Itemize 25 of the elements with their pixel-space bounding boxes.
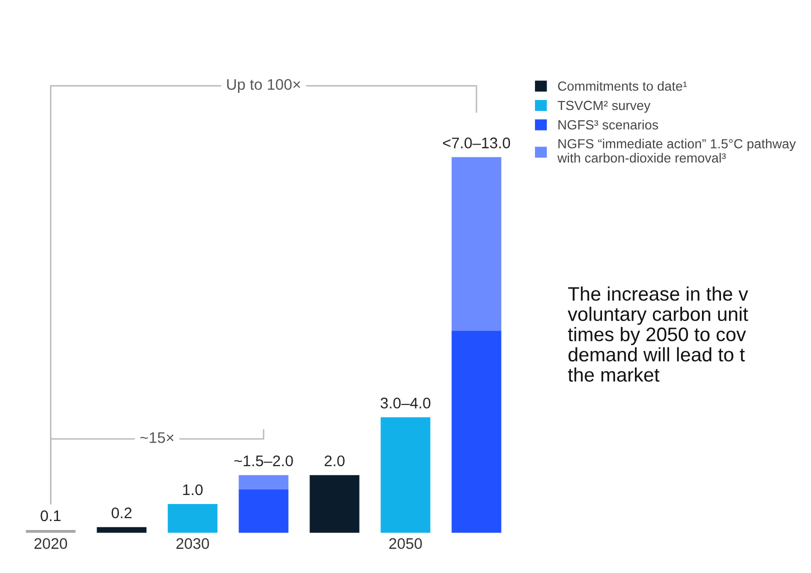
bar xyxy=(452,157,502,331)
legend-label: NGFS “immediate action” 1.5°C pathway with carbon-dioxide removal³ xyxy=(557,138,796,163)
x-tick-label: 2030 xyxy=(176,538,210,549)
bar xyxy=(168,504,218,533)
data-label: 2.0 xyxy=(324,455,345,466)
bar xyxy=(310,475,360,533)
text: Up to 100× xyxy=(227,79,300,93)
x-tick-label: 2050 xyxy=(389,538,422,549)
data-label: 1.0 xyxy=(183,484,203,496)
bar xyxy=(96,527,146,533)
x-tick-label: 2020 xyxy=(34,538,68,549)
data-label: 3.0–4.0 xyxy=(380,398,430,408)
data-label: 0.2 xyxy=(112,507,132,518)
total-label: ~1.5–2.0 xyxy=(234,455,293,466)
legend-label: NGFS³ scenarios xyxy=(558,120,658,130)
annotation: ~15× xyxy=(140,432,174,444)
legend-label: TSVCM² survey xyxy=(558,100,650,113)
bar xyxy=(380,417,430,533)
total-label: <7.0–13.0 xyxy=(443,138,510,148)
bar xyxy=(238,490,288,533)
bar xyxy=(238,475,288,490)
data-label: 0.1 xyxy=(40,510,61,522)
text: The increase in the v voluntary carbon unit times by 2050 to cov demand will lead to t the market xyxy=(568,286,748,382)
bar xyxy=(452,330,502,533)
legend-label: Commitments to date¹ xyxy=(558,81,687,91)
